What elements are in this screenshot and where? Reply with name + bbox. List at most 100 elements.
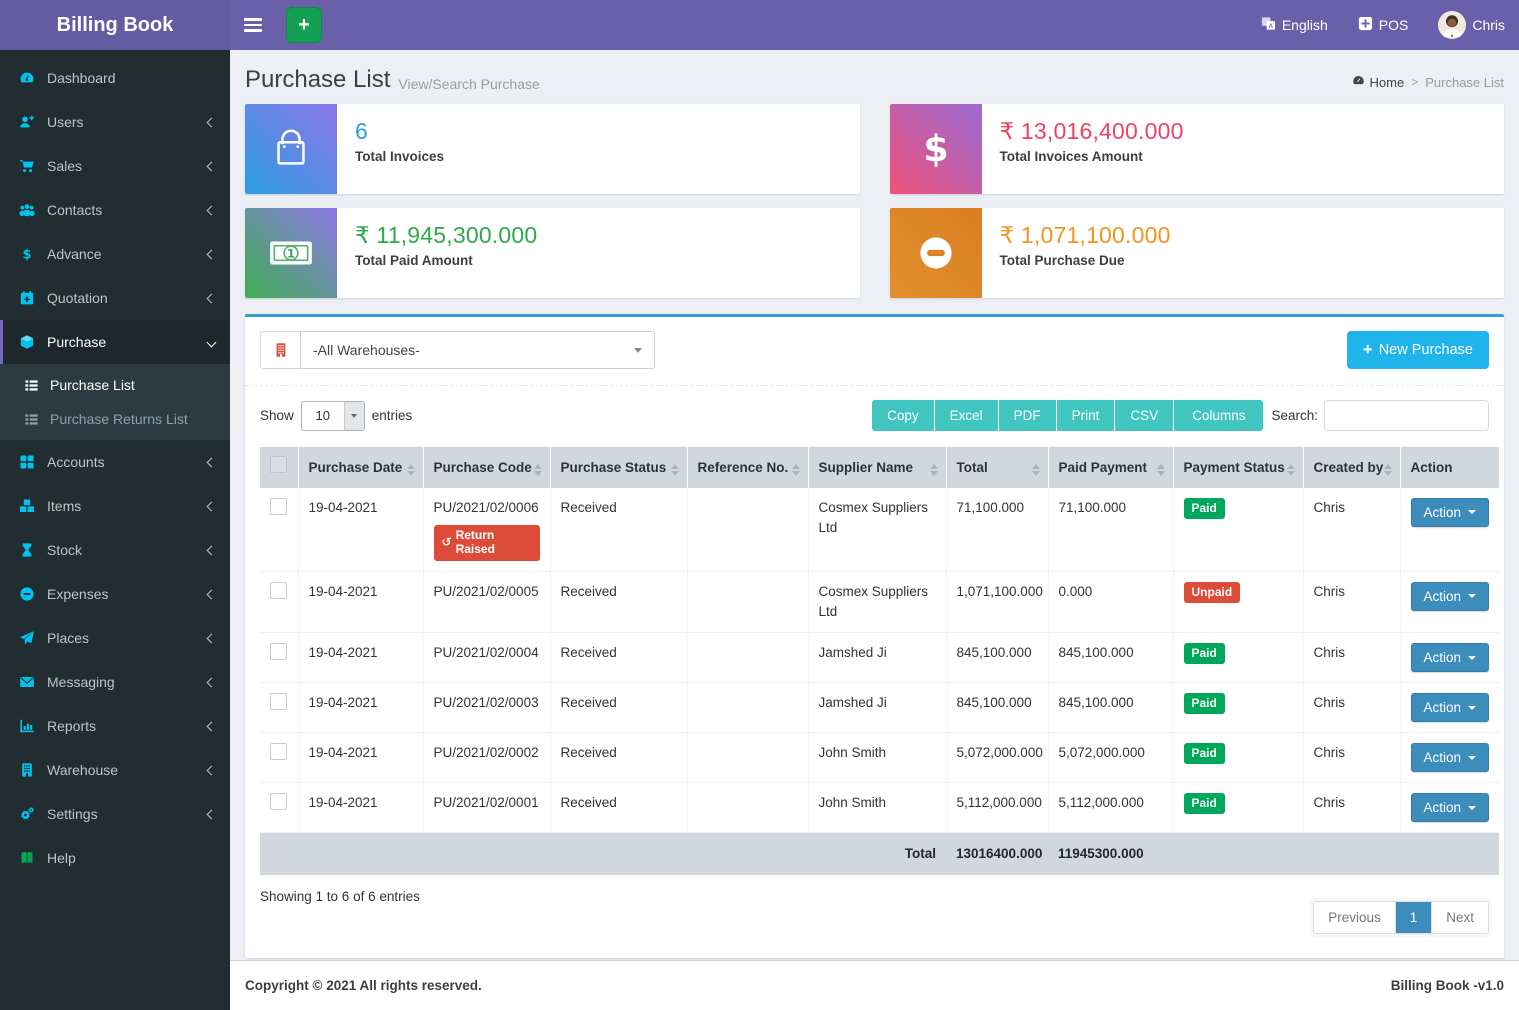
- svg-text:A: A: [1268, 22, 1273, 30]
- cube-icon: [18, 334, 36, 350]
- sort-icon: [1032, 464, 1040, 476]
- sidebar-item-advance[interactable]: $ Advance: [0, 232, 230, 276]
- table-row: 19-04-2021 PU/2021/02/0003 Received Jams…: [260, 683, 1499, 733]
- plus-icon: +: [1363, 340, 1373, 360]
- stat-card-total-invoices-amount: $ ₹ 13,016,400.000 Total Invoices Amount: [890, 104, 1505, 194]
- action-button[interactable]: Action: [1411, 693, 1490, 722]
- chevron-left-icon: [207, 721, 217, 731]
- sidebar-item-contacts[interactable]: Contacts: [0, 188, 230, 232]
- row-checkbox[interactable]: [270, 643, 287, 660]
- sidebar-item-sales[interactable]: Sales: [0, 144, 230, 188]
- dollar-icon: $: [18, 246, 36, 262]
- action-button[interactable]: Action: [1411, 793, 1490, 822]
- table-row: 19-04-2021 PU/2021/02/0005 Received Cosm…: [260, 571, 1499, 633]
- app-logo[interactable]: Billing Book: [0, 0, 230, 50]
- copy-button[interactable]: Copy: [872, 400, 935, 431]
- stat-label: Total Invoices: [355, 149, 444, 164]
- search-input[interactable]: [1324, 400, 1489, 431]
- column-header-purchase-code[interactable]: Purchase Code: [423, 447, 550, 488]
- breadcrumb-current: Purchase List: [1425, 75, 1504, 90]
- user-name: Chris: [1472, 17, 1505, 33]
- cubes-icon: [18, 498, 36, 514]
- action-button[interactable]: Action: [1411, 743, 1490, 772]
- payment-status-badge: Paid: [1184, 693, 1225, 714]
- row-checkbox[interactable]: [270, 582, 287, 599]
- new-purchase-button[interactable]: +New Purchase: [1347, 331, 1489, 369]
- warehouse-select[interactable]: -All Warehouses-: [300, 331, 655, 369]
- column-header-payment-status[interactable]: Payment Status: [1173, 447, 1303, 488]
- column-header-paid-payment[interactable]: Paid Payment: [1048, 447, 1173, 488]
- sidebar-item-reports[interactable]: Reports: [0, 704, 230, 748]
- purchase-table: Purchase Date Purchase Code Purchase Sta…: [260, 447, 1499, 875]
- total-value: 13016400.000: [946, 833, 1048, 876]
- sidebar-item-items[interactable]: Items: [0, 484, 230, 528]
- sidebar-item-dashboard[interactable]: Dashboard: [0, 56, 230, 100]
- breadcrumb-home-link[interactable]: Home: [1352, 74, 1405, 90]
- caret-down-icon: [1468, 706, 1476, 710]
- row-checkbox[interactable]: [270, 498, 287, 515]
- sidebar-item-messaging[interactable]: Messaging: [0, 660, 230, 704]
- pagination: Previous 1 Next: [1313, 901, 1489, 934]
- stat-card-total-invoices: 6 Total Invoices: [245, 104, 860, 194]
- page-1-button[interactable]: 1: [1396, 902, 1433, 933]
- previous-page-button[interactable]: Previous: [1314, 902, 1396, 933]
- column-header-purchase-status[interactable]: Purchase Status: [550, 447, 687, 488]
- language-label: English: [1282, 17, 1328, 33]
- cart-icon: [18, 158, 36, 174]
- entries-label: entries: [372, 408, 413, 423]
- action-button[interactable]: Action: [1411, 643, 1490, 672]
- sidebar-item-purchase-returns-list[interactable]: Purchase Returns List: [0, 402, 230, 436]
- excel-button[interactable]: Excel: [935, 400, 999, 431]
- chevron-down-icon: [344, 402, 364, 430]
- user-menu[interactable]: Chris: [1438, 11, 1505, 39]
- sidebar-toggle-button[interactable]: [244, 8, 278, 42]
- sidebar-item-places[interactable]: Places: [0, 616, 230, 660]
- sidebar-item-users[interactable]: Users: [0, 100, 230, 144]
- sort-icon: [534, 464, 542, 476]
- sidebar-item-purchase-list[interactable]: Purchase List: [0, 368, 230, 402]
- stat-label: Total Paid Amount: [355, 253, 537, 268]
- column-header-reference-no[interactable]: Reference No.: [687, 447, 808, 488]
- language-menu[interactable]: A English: [1261, 16, 1328, 34]
- row-checkbox[interactable]: [270, 693, 287, 710]
- stat-card-total-purchase-due: ₹ 1,071,100.000 Total Purchase Due: [890, 208, 1505, 298]
- sidebar-item-help[interactable]: Help: [0, 836, 230, 880]
- pdf-button[interactable]: PDF: [999, 400, 1057, 431]
- sidebar-item-quotation[interactable]: Quotation: [0, 276, 230, 320]
- columns-button[interactable]: Columns: [1174, 400, 1263, 431]
- caret-down-icon: [1468, 756, 1476, 760]
- column-header-supplier-name[interactable]: Supplier Name: [808, 447, 946, 488]
- sidebar-item-warehouse[interactable]: Warehouse: [0, 748, 230, 792]
- select-all-checkbox[interactable]: [270, 456, 287, 473]
- sidebar-item-expenses[interactable]: Expenses: [0, 572, 230, 616]
- quick-add-button[interactable]: +: [286, 7, 322, 43]
- print-button[interactable]: Print: [1057, 400, 1116, 431]
- csv-button[interactable]: CSV: [1115, 400, 1174, 431]
- table-row: 19-04-2021 PU/2021/02/0006↺Return Raised…: [260, 488, 1499, 572]
- chevron-left-icon: [207, 677, 217, 687]
- table-row: 19-04-2021 PU/2021/02/0002 Received John…: [260, 733, 1499, 783]
- sidebar-item-stock[interactable]: Stock: [0, 528, 230, 572]
- sidebar-item-accounts[interactable]: Accounts: [0, 440, 230, 484]
- chevron-left-icon: [207, 457, 217, 467]
- pos-plus-square-icon: [1358, 16, 1373, 34]
- action-button[interactable]: Action: [1411, 498, 1490, 527]
- chevron-down-icon: [207, 337, 217, 347]
- payment-status-badge: Paid: [1184, 643, 1225, 664]
- row-checkbox[interactable]: [270, 743, 287, 760]
- sidebar-item-purchase[interactable]: Purchase: [0, 320, 230, 364]
- pos-menu[interactable]: POS: [1358, 16, 1409, 34]
- money-bill-icon: 1: [245, 208, 337, 298]
- column-header-created-by[interactable]: Created by: [1303, 447, 1400, 488]
- next-page-button[interactable]: Next: [1432, 902, 1488, 933]
- gears-icon: [18, 806, 36, 822]
- column-header-purchase-date[interactable]: Purchase Date: [298, 447, 423, 488]
- sidebar-item-settings[interactable]: Settings: [0, 792, 230, 836]
- chevron-left-icon: [207, 809, 217, 819]
- row-checkbox[interactable]: [270, 793, 287, 810]
- column-header-total[interactable]: Total: [946, 447, 1048, 488]
- action-button[interactable]: Action: [1411, 582, 1490, 611]
- page-size-select[interactable]: 10: [301, 401, 365, 431]
- stat-value: ₹ 11,945,300.000: [355, 222, 537, 249]
- pos-label: POS: [1379, 17, 1409, 33]
